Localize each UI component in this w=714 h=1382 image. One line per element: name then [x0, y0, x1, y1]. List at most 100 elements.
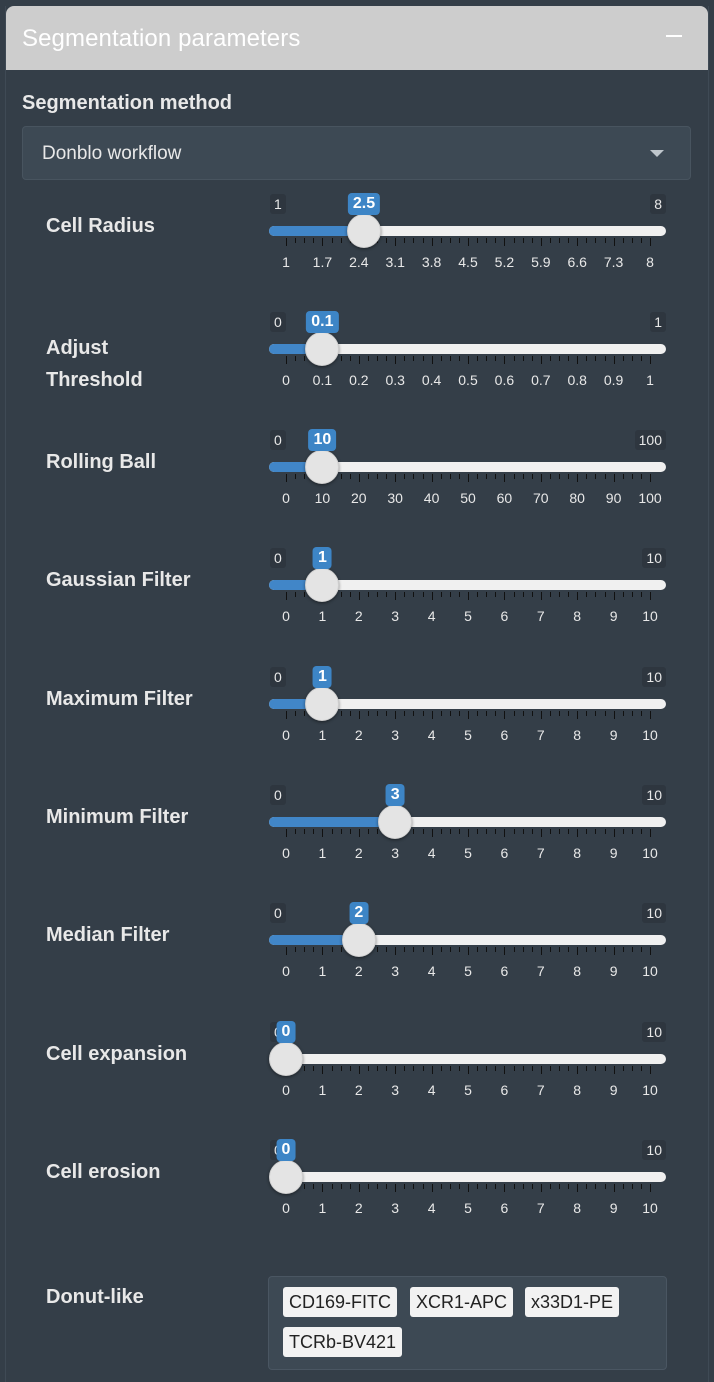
caret-down-icon[interactable]	[650, 150, 664, 157]
slider-tick	[568, 711, 570, 716]
slider-tick	[504, 1184, 506, 1192]
slider-tick	[531, 592, 533, 597]
slider-handle[interactable]	[269, 1160, 303, 1194]
slider-tick	[595, 829, 597, 834]
slider-tick	[304, 711, 306, 716]
slider-tick	[513, 474, 515, 479]
slider-tick-label: 4	[427, 1082, 436, 1098]
segmentation-method-select[interactable]: Donblo workflow	[22, 126, 691, 180]
slider-tick	[295, 829, 297, 834]
slider-max: 100	[634, 430, 666, 450]
slider-tick-label: 9	[609, 845, 618, 861]
slider-tick-label: 40	[423, 490, 440, 506]
slider-tick-label: 0	[282, 845, 290, 861]
slider-track[interactable]	[269, 226, 666, 236]
slider-track[interactable]	[269, 580, 666, 590]
tag-chip[interactable]: TCRb-BV421	[283, 1327, 403, 1357]
slider-tick	[449, 947, 451, 952]
slider-tick	[640, 947, 642, 952]
slider-track[interactable]	[269, 462, 666, 472]
slider-tick-label: 3	[391, 963, 400, 979]
slider-tick	[631, 829, 633, 834]
slider-tick	[413, 829, 415, 834]
slider-tick	[377, 711, 378, 716]
slider-handle[interactable]	[347, 214, 381, 248]
slider-handle[interactable]	[378, 805, 413, 839]
slider-tick	[568, 1184, 570, 1189]
tag-chip[interactable]: x33D1-PE	[525, 1287, 620, 1317]
slider-tick	[349, 829, 351, 834]
slider-track[interactable]	[269, 817, 666, 827]
slider-tick	[540, 238, 542, 246]
slider-track[interactable]	[269, 344, 666, 354]
slider-tick-label: 3	[391, 727, 400, 743]
slider-tick	[504, 1066, 506, 1074]
slider-tick-label: 2	[354, 1082, 363, 1098]
slider-tick-label: 1	[318, 1082, 327, 1098]
slider-tick	[440, 1066, 442, 1071]
slider-handle[interactable]	[305, 568, 340, 602]
slider-tick	[495, 947, 497, 952]
slider-tick	[395, 711, 397, 719]
slider-tick	[559, 592, 560, 597]
tag-chip[interactable]: CD169-FITC	[283, 1287, 398, 1317]
slider-tick	[377, 356, 378, 361]
slider-min: 0	[270, 667, 286, 687]
slider-tick-label: 0.1	[312, 372, 333, 388]
slider-tick-label: 1	[318, 608, 327, 624]
slider-row: Minimum Filter 0 10 0 1 2 3 4 5 6 7 8 9 10 3	[6, 784, 708, 903]
slider-tick	[449, 1066, 451, 1071]
slider-tick-label: 4	[427, 727, 436, 743]
slider-tick	[431, 474, 433, 482]
slider-tick	[313, 947, 315, 952]
slider-tick	[367, 592, 369, 597]
slider-tick	[540, 592, 542, 600]
slider-tick	[313, 238, 315, 243]
panel-header[interactable]: Segmentation parameters	[6, 6, 708, 70]
slider-tick-label: 90	[605, 490, 622, 506]
slider-tick	[340, 711, 342, 716]
slider-tick-label: 7.3	[603, 254, 624, 270]
slider-tick	[531, 238, 533, 243]
slider-tick	[486, 829, 488, 834]
slider-tick-label: 0.5	[458, 372, 478, 388]
slider-tick	[358, 829, 360, 837]
slider-track[interactable]	[269, 1054, 666, 1064]
slider-handle[interactable]	[305, 332, 340, 366]
slider-tick	[286, 474, 287, 482]
slider-tick-label: 0	[282, 372, 290, 388]
slider-tick	[604, 1184, 606, 1189]
slider-tick	[468, 238, 469, 246]
slider-tick	[595, 474, 597, 479]
slider-tick	[513, 1184, 515, 1189]
slider-handle[interactable]	[305, 450, 340, 484]
slider-tick-label: 9	[609, 963, 618, 979]
slider-track[interactable]	[269, 1172, 666, 1182]
slider-tick	[559, 947, 560, 952]
slider-track[interactable]	[269, 935, 666, 945]
slider-tick-label: 6.6	[567, 254, 587, 270]
slider-tick	[650, 711, 651, 719]
slider-tick	[495, 356, 497, 361]
slider-tick	[640, 1066, 642, 1071]
slider-tick	[513, 1066, 515, 1071]
slider-tick	[522, 356, 524, 361]
slider-tick-label: 6	[500, 963, 509, 979]
slider-label: Minimum Filter	[46, 806, 189, 828]
slider-max: 10	[642, 903, 666, 923]
slider-tick	[549, 238, 551, 243]
slider-track[interactable]	[269, 699, 666, 709]
slider-handle[interactable]	[305, 687, 340, 721]
slider-tick-label: 8	[573, 1200, 582, 1216]
slider-handle[interactable]	[269, 1042, 303, 1076]
slider-tick	[349, 356, 351, 361]
donut-like-selector[interactable]: CD169-FITC XCR1-APC x33D1-PE TCRb-BV421	[268, 1276, 667, 1370]
slider-handle[interactable]	[341, 923, 376, 957]
slider-tick	[422, 238, 424, 243]
slider-tick-label: 1	[318, 963, 327, 979]
slider-tick	[522, 829, 524, 834]
minus-icon[interactable]	[666, 35, 682, 37]
tag-chip[interactable]: XCR1-APC	[410, 1287, 514, 1317]
slider-value-badge: 2	[349, 902, 369, 924]
slider-tick	[468, 592, 469, 600]
